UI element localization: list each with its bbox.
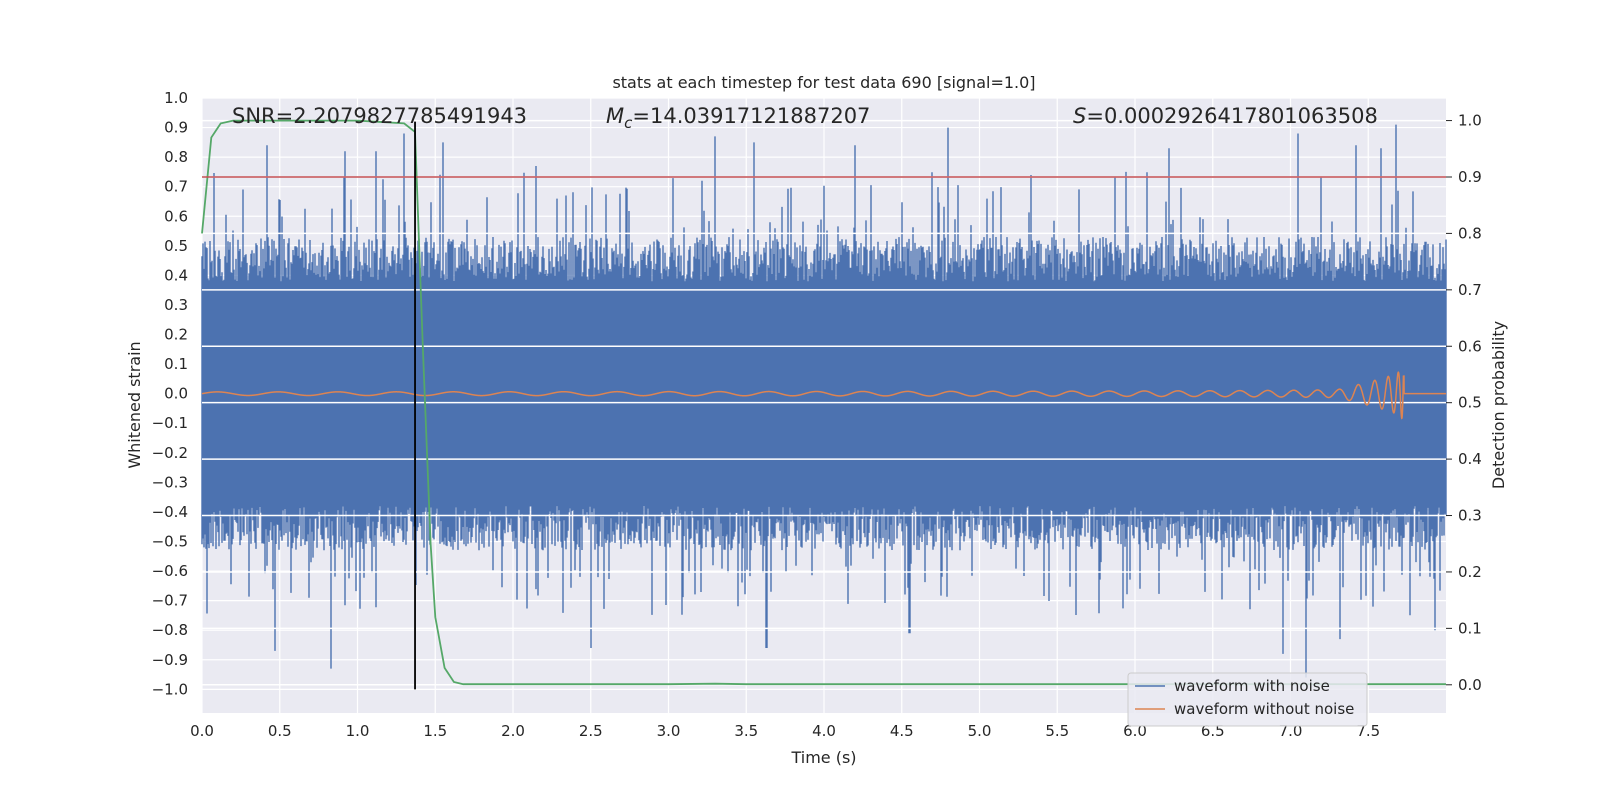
y-right-tick-label: 0.9: [1458, 168, 1482, 186]
x-tick-label: 2.5: [579, 722, 603, 740]
chirp-mass-value: =14.03917121887207: [632, 104, 870, 128]
s-symbol: S: [1073, 104, 1086, 128]
x-tick-label: 1.5: [423, 722, 447, 740]
y-right-tick-label: 0.2: [1458, 563, 1482, 581]
y-right-tick-label: 0.6: [1458, 337, 1482, 355]
y-left-tick-label: 0.8: [164, 148, 188, 166]
detection-probability-line: [201, 119, 1446, 686]
y-right-tick-label: 0.5: [1458, 394, 1482, 412]
y-left-tick-label: 0.0: [164, 385, 188, 403]
y-left-tick-label: −1.0: [152, 680, 188, 698]
x-tick-label: 4.0: [812, 722, 836, 740]
y-left-tick-label: 0.4: [164, 266, 188, 284]
chirp-mass-symbol: M: [606, 104, 624, 128]
y-left-tick-label: −0.7: [152, 592, 188, 610]
y-left-tick-label: 0.3: [164, 296, 188, 314]
legend-label-noise: waveform with noise: [1174, 677, 1330, 695]
clean-waveform-line: [201, 371, 1446, 420]
series-detection-probability: [201, 119, 1446, 686]
x-tick-label: 3.5: [734, 722, 758, 740]
y-right-tick-label: 0.4: [1458, 450, 1482, 468]
snr-annotation: SNR=2.2079827785491943: [232, 104, 527, 128]
y-left-tick-label: 0.2: [164, 326, 188, 344]
s-value: =0.0002926417801063508: [1086, 104, 1378, 128]
y-right-tick-label: 0.8: [1458, 224, 1482, 242]
y-left-tick-label: −0.2: [152, 444, 188, 462]
legend-box: [1127, 672, 1368, 727]
y-left-tick-label: 0.7: [164, 178, 188, 196]
y-left-tick-label: 1.0: [164, 89, 188, 107]
y-left-axis-label: Whitened strain: [125, 341, 144, 468]
y-left-tick-label: −0.3: [152, 473, 188, 491]
x-tick-label: 4.5: [890, 722, 914, 740]
chirp-mass-annotation: Mc=14.03917121887207: [606, 104, 870, 132]
y-left-tick-label: −0.4: [152, 503, 188, 521]
y-right-tick-label: 0.0: [1458, 676, 1482, 694]
legend-label-clean: waveform without noise: [1174, 700, 1354, 718]
y-left-tick-label: −0.6: [152, 562, 188, 580]
x-axis-label: Time (s): [790, 748, 856, 767]
y-left-tick-label: 0.9: [164, 119, 188, 137]
x-tick-label: 2.0: [501, 722, 525, 740]
chirp-mass-subscript: c: [624, 114, 633, 132]
y-right-axis-ticks: 1.0 0.9 0.8 0.7 0.6 0.5 0.4 0.3 0.2 0.1 0.0: [1446, 112, 1482, 694]
y-left-tick-label: −0.8: [152, 621, 188, 639]
s-annotation: S=0.0002926417801063508: [1073, 104, 1378, 128]
x-tick-label: 5.0: [968, 722, 992, 740]
y-right-tick-label: 0.1: [1458, 619, 1482, 637]
y-left-axis-ticks: 1.0 0.9 0.8 0.7 0.6 0.5 0.4 0.3 0.2 0.1 0.0 −0.1 −0.…: [152, 89, 188, 698]
y-right-axis-label: Detection probability: [1489, 321, 1508, 489]
x-tick-label: 0.0: [190, 722, 214, 740]
y-left-tick-label: 0.1: [164, 355, 188, 373]
legend: waveform with noise waveform without noi…: [1127, 672, 1368, 727]
y-right-tick-label: 0.7: [1458, 281, 1482, 299]
x-tick-label: 3.0: [657, 722, 681, 740]
y-left-tick-label: −0.9: [152, 651, 188, 669]
x-tick-label: 5.5: [1045, 722, 1069, 740]
x-tick-label: 1.0: [346, 722, 370, 740]
y-left-tick-label: 0.6: [164, 207, 188, 225]
y-left-tick-label: −0.1: [152, 414, 188, 432]
chart-title: stats at each timestep for test data 690…: [612, 73, 1035, 92]
series-waveform-without-noise: [201, 371, 1446, 420]
y-right-tick-label: 1.0: [1458, 112, 1482, 130]
y-left-tick-label: −0.5: [152, 533, 188, 551]
reference-lines: [202, 121, 1446, 690]
x-tick-label: 0.5: [268, 722, 292, 740]
y-right-tick-label: 0.3: [1458, 507, 1482, 525]
y-left-tick-label: 0.5: [164, 237, 188, 255]
